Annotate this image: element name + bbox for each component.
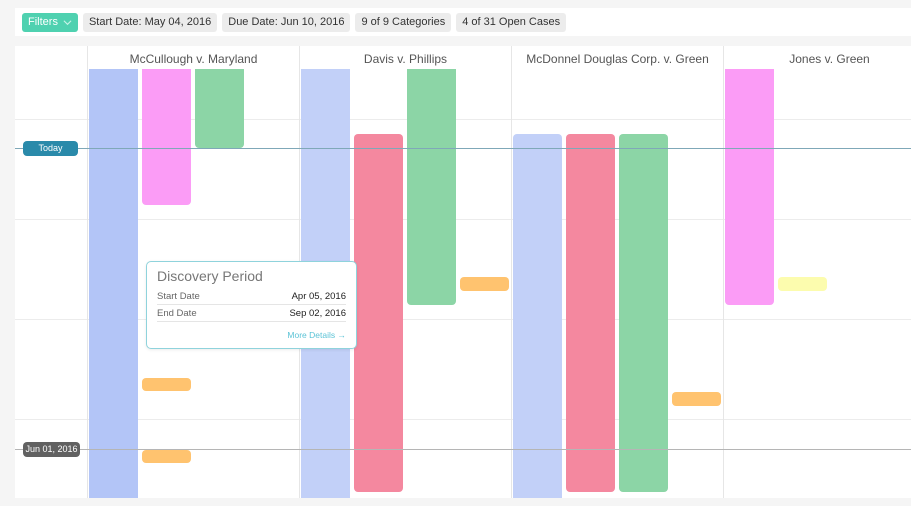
grid-line [15, 419, 911, 420]
event-marker-yellow[interactable] [778, 277, 827, 291]
chevron-down-icon [63, 19, 72, 25]
filters-button[interactable]: Filters [22, 12, 78, 32]
event-marker-orange[interactable] [142, 378, 191, 391]
tooltip-end-row: End Date Sep 02, 2016 [157, 305, 346, 322]
tooltip-start-row: Start Date Apr 05, 2016 [157, 288, 346, 305]
event-marker-orange[interactable] [672, 392, 721, 406]
event-marker-orange[interactable] [142, 450, 191, 463]
event-bar-green[interactable] [195, 69, 244, 148]
grid-line [15, 119, 911, 120]
case-timeline-board: McCullough v. Maryland Davis v. Phillips… [15, 46, 911, 498]
column-divider [511, 46, 512, 498]
event-bar-blue[interactable] [89, 69, 138, 498]
tooltip-title: Discovery Period [157, 268, 263, 284]
column-divider [723, 46, 724, 498]
event-bar-blue[interactable] [513, 134, 562, 498]
case-title-mccullough[interactable]: McCullough v. Maryland [129, 52, 258, 66]
end-date-label: End Date [157, 308, 197, 319]
today-line [15, 148, 911, 149]
grid-line [15, 219, 911, 220]
filter-toolbar: Filters Start Date: May 04, 2016 Due Dat… [15, 8, 911, 36]
event-bar-red[interactable] [354, 134, 403, 492]
event-marker-orange[interactable] [460, 277, 509, 291]
start-date-label: Start Date [157, 291, 200, 302]
grid-line [15, 319, 911, 320]
date-marker: Jun 01, 2016 [23, 442, 80, 457]
date-line [15, 449, 911, 450]
filters-label: Filters [28, 15, 58, 28]
event-bar-green[interactable] [619, 134, 668, 492]
event-bar-green[interactable] [407, 69, 456, 305]
start-date-filter[interactable]: Start Date: May 04, 2016 [82, 12, 218, 32]
event-bar-pink[interactable] [725, 69, 774, 305]
event-tooltip: Discovery Period Start Date Apr 05, 2016… [146, 261, 357, 349]
more-details-link[interactable]: More Details → [287, 330, 346, 340]
end-date-value: Sep 02, 2016 [289, 308, 346, 319]
categories-filter[interactable]: 9 of 9 Categories [355, 12, 452, 32]
today-marker: Today [23, 141, 78, 156]
event-bar-pink[interactable] [142, 69, 191, 205]
start-date-value: Apr 05, 2016 [291, 291, 346, 302]
case-title-mcdonnel[interactable]: McDonnel Douglas Corp. v. Green [526, 52, 709, 66]
due-date-filter[interactable]: Due Date: Jun 10, 2016 [222, 12, 351, 32]
open-cases-filter[interactable]: 4 of 31 Open Cases [456, 12, 567, 32]
case-title-davis[interactable]: Davis v. Phillips [363, 52, 448, 66]
column-divider [87, 46, 88, 498]
case-title-jones[interactable]: Jones v. Green [789, 52, 870, 66]
event-bar-red[interactable] [566, 134, 615, 492]
